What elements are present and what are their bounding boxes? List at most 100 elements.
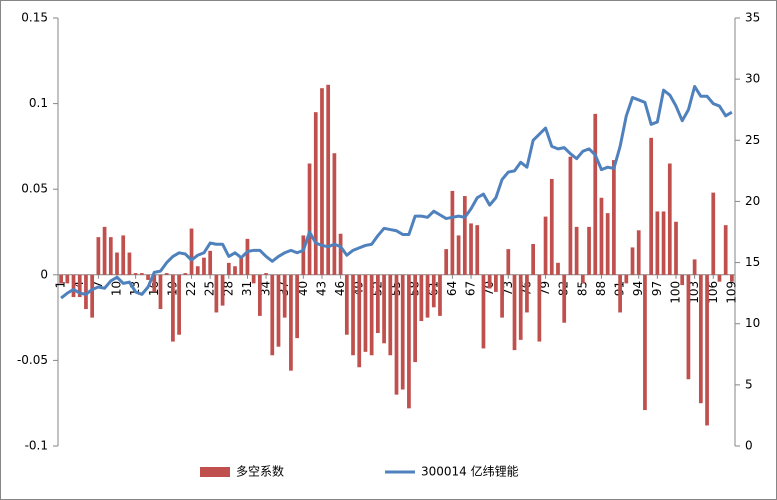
bar	[500, 274, 504, 318]
y2-tick-label: 35	[745, 11, 760, 25]
bar	[251, 274, 256, 284]
bar	[717, 274, 722, 282]
bar	[431, 274, 436, 308]
bar	[587, 226, 591, 275]
bar	[301, 235, 306, 275]
bar	[674, 221, 678, 275]
x-tick-label: 46	[333, 281, 347, 296]
bar	[183, 273, 188, 275]
bar	[289, 274, 293, 371]
bar	[102, 226, 107, 275]
bar	[413, 274, 417, 363]
x-tick-label: 109	[724, 281, 738, 304]
x-tick-label: 64	[445, 281, 459, 296]
bar	[512, 274, 517, 351]
bar	[444, 249, 449, 275]
x-tick-label: 40	[296, 281, 310, 296]
legend-swatch	[200, 467, 230, 477]
bar	[264, 273, 268, 275]
bar	[624, 274, 629, 284]
bar	[661, 211, 666, 275]
bar	[481, 274, 486, 349]
bar	[344, 274, 349, 335]
bar	[320, 88, 324, 275]
bar	[220, 274, 225, 306]
bar	[400, 274, 405, 390]
bar	[127, 252, 132, 275]
bar	[711, 192, 716, 275]
bar	[326, 84, 331, 275]
bar	[133, 273, 138, 275]
bar	[108, 237, 113, 275]
bar	[96, 237, 101, 275]
bar	[376, 274, 380, 334]
bar	[171, 274, 175, 342]
bar	[363, 274, 368, 352]
bar	[239, 255, 244, 275]
bar	[245, 238, 250, 275]
x-tick-label: 43	[314, 281, 328, 296]
bar	[407, 274, 411, 409]
x-tick-label: 1	[54, 281, 68, 289]
bar	[195, 266, 200, 275]
legend-label: 300014 亿纬锂能	[421, 464, 519, 479]
bar	[177, 274, 181, 335]
bar	[189, 228, 194, 275]
x-tick-label: 73	[501, 281, 515, 296]
bar	[438, 274, 442, 316]
bar	[730, 274, 734, 282]
bar	[139, 273, 144, 275]
bar	[90, 274, 95, 318]
bar	[636, 230, 641, 275]
bar	[71, 274, 76, 298]
bar	[475, 225, 480, 275]
line	[60, 84, 733, 300]
bar	[618, 274, 622, 313]
legend-label: 多空系数	[236, 464, 284, 479]
bar	[233, 266, 237, 275]
x-tick-label: 88	[594, 281, 608, 296]
bar	[469, 223, 473, 275]
bar	[214, 274, 219, 313]
bar	[686, 274, 691, 380]
bar	[202, 257, 206, 275]
bar	[208, 250, 213, 275]
bar	[698, 274, 703, 404]
bar	[506, 249, 511, 275]
bar	[158, 274, 163, 310]
bar	[705, 274, 709, 426]
bar	[456, 235, 461, 275]
y2-tick-label: 0	[745, 439, 753, 453]
y2-tick-label: 20	[745, 194, 760, 208]
y2-tick-label: 5	[745, 377, 753, 391]
x-tick-label: 67	[464, 281, 478, 296]
bar	[276, 274, 281, 347]
bar	[388, 274, 393, 356]
bar	[59, 274, 63, 284]
bar	[574, 226, 579, 275]
x-tick-label: 7	[91, 281, 105, 289]
x-tick-label: 10	[110, 281, 124, 296]
bar	[307, 163, 312, 275]
bar	[382, 274, 386, 344]
y-tick-label: 0	[40, 267, 48, 281]
bar	[313, 112, 318, 275]
bar	[357, 274, 362, 368]
bar	[295, 274, 299, 339]
bar	[282, 274, 287, 318]
bar	[152, 274, 157, 292]
y-tick-label: -0.05	[17, 353, 48, 367]
bar	[270, 274, 275, 356]
x-tick-label: 34	[259, 281, 273, 296]
bar	[680, 274, 685, 286]
bar	[655, 211, 660, 275]
bar	[580, 274, 585, 284]
bar	[599, 197, 604, 275]
x-tick-label: 85	[575, 281, 589, 296]
x-tick-label: 100	[668, 281, 682, 304]
bar	[121, 235, 126, 275]
bar	[562, 274, 567, 323]
bar	[394, 274, 399, 395]
bar	[556, 262, 560, 275]
x-tick-label: 28	[221, 281, 235, 296]
